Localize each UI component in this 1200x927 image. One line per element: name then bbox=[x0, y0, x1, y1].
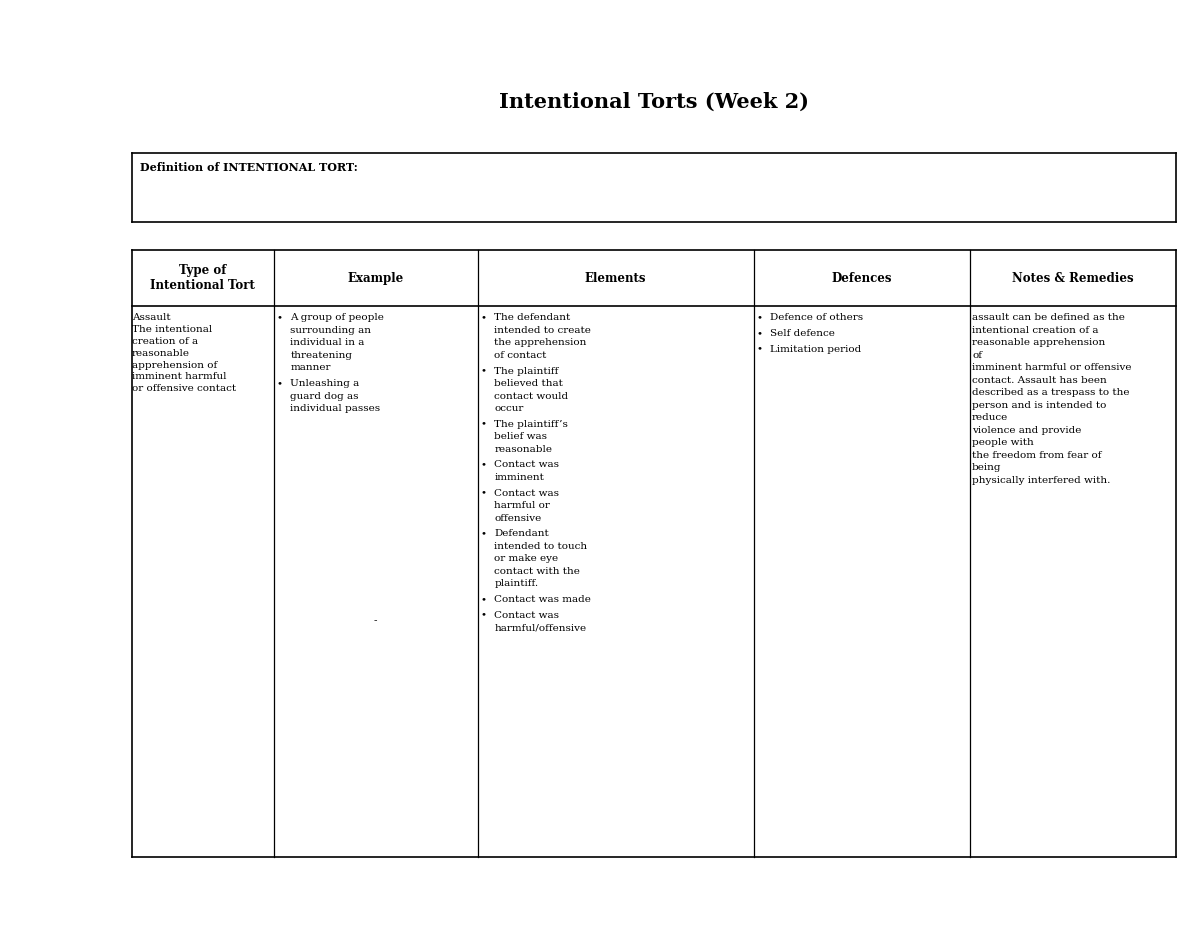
Text: •: • bbox=[480, 489, 486, 498]
Text: Defences: Defences bbox=[832, 272, 892, 285]
Text: reduce: reduce bbox=[972, 413, 1008, 423]
Text: reasonable: reasonable bbox=[494, 445, 552, 453]
Text: Contact was: Contact was bbox=[494, 489, 559, 498]
Text: individual in a: individual in a bbox=[290, 338, 365, 348]
Text: •: • bbox=[276, 313, 282, 323]
Text: intentional creation of a: intentional creation of a bbox=[972, 325, 1098, 335]
Text: Limitation period: Limitation period bbox=[770, 345, 862, 353]
Text: -: - bbox=[374, 616, 377, 626]
Text: being: being bbox=[972, 464, 1002, 473]
Text: Contact was: Contact was bbox=[494, 611, 559, 619]
Text: imminent harmful or offensive: imminent harmful or offensive bbox=[972, 363, 1132, 373]
Text: A group of people: A group of people bbox=[290, 313, 384, 323]
Text: guard dog as: guard dog as bbox=[290, 391, 359, 400]
Text: reasonable apprehension: reasonable apprehension bbox=[972, 338, 1105, 348]
Text: surrounding an: surrounding an bbox=[290, 325, 372, 335]
Text: individual passes: individual passes bbox=[290, 404, 380, 413]
Text: Contact was: Contact was bbox=[494, 461, 559, 469]
Text: people with: people with bbox=[972, 438, 1033, 448]
Text: Unleashing a: Unleashing a bbox=[290, 379, 360, 388]
Text: •: • bbox=[756, 345, 762, 353]
Text: Self defence: Self defence bbox=[770, 329, 835, 338]
Text: plaintiff.: plaintiff. bbox=[494, 579, 539, 589]
Text: •: • bbox=[480, 366, 486, 375]
Text: •: • bbox=[480, 529, 486, 539]
Text: physically interfered with.: physically interfered with. bbox=[972, 476, 1110, 485]
Text: contact. Assault has been: contact. Assault has been bbox=[972, 375, 1106, 385]
Text: •: • bbox=[480, 420, 486, 428]
Text: Assault
The intentional
creation of a
reasonable
apprehension of
imminent harmfu: Assault The intentional creation of a re… bbox=[132, 313, 236, 393]
Text: Intentional Torts (Week 2): Intentional Torts (Week 2) bbox=[499, 92, 809, 112]
Text: The plaintiff’s: The plaintiff’s bbox=[494, 420, 569, 428]
Text: Notes & Remedies: Notes & Remedies bbox=[1012, 272, 1134, 285]
Text: Elements: Elements bbox=[584, 272, 647, 285]
Text: Type of
Intentional Tort: Type of Intentional Tort bbox=[150, 264, 256, 292]
Text: intended to create: intended to create bbox=[494, 325, 592, 335]
Text: •: • bbox=[480, 461, 486, 469]
Text: •: • bbox=[756, 313, 762, 323]
Text: the apprehension: the apprehension bbox=[494, 338, 587, 348]
Text: the freedom from fear of: the freedom from fear of bbox=[972, 451, 1102, 460]
Text: •: • bbox=[480, 595, 486, 603]
Text: of: of bbox=[972, 350, 982, 360]
Text: or make eye: or make eye bbox=[494, 554, 558, 564]
Text: harmful/offensive: harmful/offensive bbox=[494, 623, 587, 632]
Text: contact with the: contact with the bbox=[494, 566, 581, 576]
Text: •: • bbox=[756, 329, 762, 338]
Text: offensive: offensive bbox=[494, 514, 541, 523]
Text: •: • bbox=[480, 313, 486, 323]
Text: of contact: of contact bbox=[494, 350, 547, 360]
Text: •: • bbox=[480, 611, 486, 619]
Text: Contact was made: Contact was made bbox=[494, 595, 592, 603]
Text: imminent: imminent bbox=[494, 473, 545, 482]
Text: Defendant: Defendant bbox=[494, 529, 550, 539]
Text: •: • bbox=[276, 379, 282, 388]
Text: believed that: believed that bbox=[494, 379, 563, 388]
Text: Definition of INTENTIONAL TORT:: Definition of INTENTIONAL TORT: bbox=[140, 162, 358, 173]
Text: assault can be defined as the: assault can be defined as the bbox=[972, 313, 1124, 323]
Text: The defendant: The defendant bbox=[494, 313, 571, 323]
Text: threatening: threatening bbox=[290, 350, 353, 360]
Text: occur: occur bbox=[494, 404, 523, 413]
Text: contact would: contact would bbox=[494, 391, 569, 400]
Text: The plaintiff: The plaintiff bbox=[494, 366, 559, 375]
Text: intended to touch: intended to touch bbox=[494, 541, 588, 551]
Text: Example: Example bbox=[348, 272, 403, 285]
Text: violence and provide: violence and provide bbox=[972, 425, 1081, 435]
Text: manner: manner bbox=[290, 363, 331, 373]
Text: person and is intended to: person and is intended to bbox=[972, 400, 1106, 410]
Text: described as a trespass to the: described as a trespass to the bbox=[972, 388, 1129, 398]
Text: Defence of others: Defence of others bbox=[770, 313, 864, 323]
Text: belief was: belief was bbox=[494, 432, 547, 441]
Text: harmful or: harmful or bbox=[494, 501, 551, 510]
